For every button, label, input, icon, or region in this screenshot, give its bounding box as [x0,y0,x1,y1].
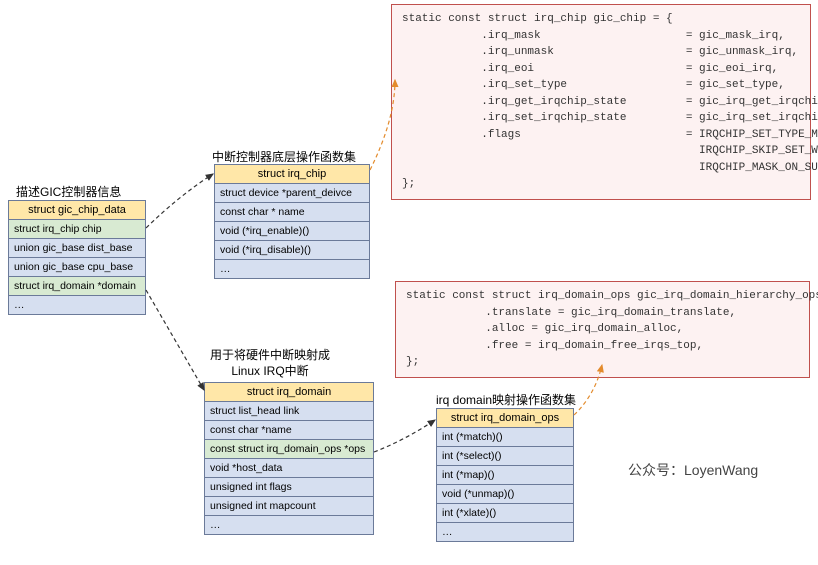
struct-field: struct irq_domain *domain [9,277,145,296]
irq-domain-desc-l2: Linux IRQ中断 [231,364,308,378]
gic-desc-text: 描述GIC控制器信息 [16,183,121,200]
struct-field: struct list_head link [205,402,373,421]
struct-field: int (*select)() [437,447,573,466]
struct-header: struct gic_chip_data [9,201,145,220]
watermark-text: 公众号：LoyenWang [628,460,758,480]
struct-field: int (*map)() [437,466,573,485]
struct-field: const struct irq_domain_ops *ops [205,440,373,459]
code-gic-chip: static const struct irq_chip gic_chip = … [391,4,811,200]
struct-field: void *host_data [205,459,373,478]
struct-field: … [205,516,373,534]
struct-irq-domain-ops: struct irq_domain_ops int (*match)() int… [436,408,574,542]
struct-irq-domain: struct irq_domain struct list_head link … [204,382,374,535]
struct-header: struct irq_domain_ops [437,409,573,428]
struct-field: … [215,260,369,278]
struct-irq-chip: struct irq_chip struct device *parent_de… [214,164,370,279]
struct-field: const char *name [205,421,373,440]
struct-field: struct device *parent_deivce [215,184,369,203]
struct-field: const char * name [215,203,369,222]
struct-field: void (*unmap)() [437,485,573,504]
struct-header: struct irq_domain [205,383,373,402]
irq-domain-desc-l1: 用于将硬件中断映射成 [210,348,330,362]
struct-field: void (*irq_enable)() [215,222,369,241]
struct-field: int (*match)() [437,428,573,447]
code-gic-domain-ops: static const struct irq_domain_ops gic_i… [395,281,810,378]
struct-field: union gic_base cpu_base [9,258,145,277]
irq-domain-ops-desc-text: irq domain映射操作函数集 [436,391,576,408]
struct-field: void (*irq_disable)() [215,241,369,260]
struct-field: struct irq_chip chip [9,220,145,239]
struct-field: unsigned int flags [205,478,373,497]
struct-field: union gic_base dist_base [9,239,145,258]
struct-gic-chip-data: struct gic_chip_data struct irq_chip chi… [8,200,146,315]
struct-field: unsigned int mapcount [205,497,373,516]
struct-field: … [9,296,145,314]
struct-field: int (*xlate)() [437,504,573,523]
irq-chip-desc-text: 中断控制器底层操作函数集 [212,148,356,165]
struct-header: struct irq_chip [215,165,369,184]
struct-field: … [437,523,573,541]
irq-domain-desc-text: 用于将硬件中断映射成 Linux IRQ中断 [210,348,330,379]
